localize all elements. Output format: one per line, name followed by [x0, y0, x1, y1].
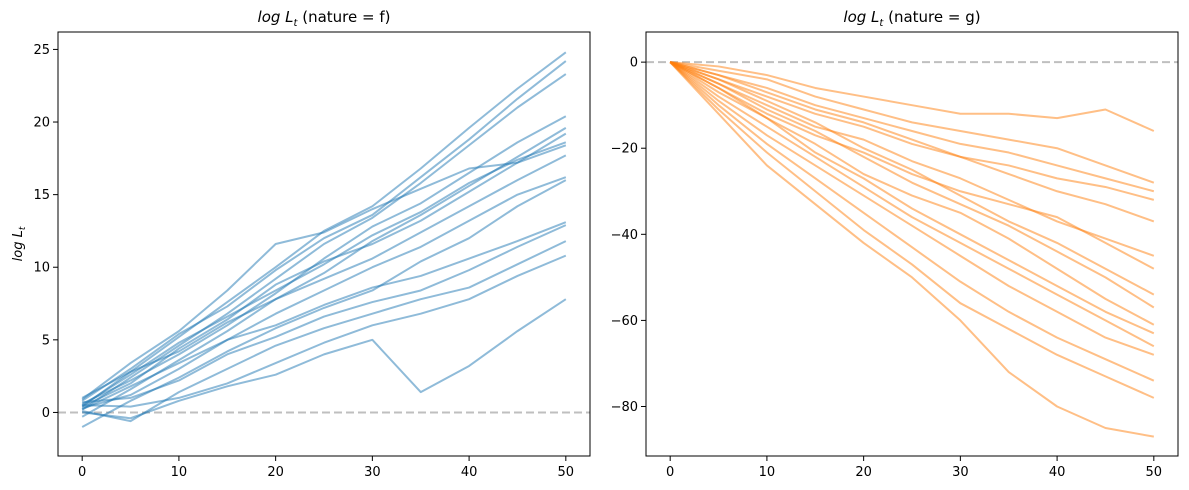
- series-line-f-3: [81, 115, 567, 405]
- series-line-g-2: [669, 61, 1155, 193]
- series-line-g-5: [669, 61, 1155, 257]
- series-line-f-14: [81, 132, 567, 408]
- x-tick-label: 30: [952, 465, 969, 480]
- series-line-f-2: [81, 73, 567, 411]
- y-axis-label-f: log Lt: [11, 226, 28, 261]
- x-tick-label: 40: [461, 465, 478, 480]
- y-tick-label: 15: [33, 188, 50, 203]
- y-tick-label: −20: [611, 142, 638, 157]
- panel-nature-f: 0 10 20 30 40 50 0 5 10 15 20 25 log Lt (nature = …: [11, 8, 591, 480]
- series-layer-g: [669, 61, 1155, 438]
- series-line-g-1: [670, 61, 1155, 184]
- series-line-f-15: [81, 144, 567, 401]
- x-tick-label: 40: [1049, 465, 1066, 480]
- y-tick-label: 10: [33, 261, 50, 276]
- series-line-f-10: [82, 224, 567, 404]
- series-line-f-0: [81, 51, 567, 408]
- y-tick-label: −60: [611, 314, 638, 329]
- x-tick-label: 0: [78, 465, 86, 480]
- series-line-g-9: [669, 61, 1155, 326]
- x-tick-label: 10: [171, 465, 188, 480]
- y-tick-label: −80: [611, 400, 638, 415]
- series-line-g-6: [669, 61, 1155, 270]
- series-line-g-4: [669, 61, 1155, 223]
- y-ticks-f: 0 5 10 15 20 25: [33, 43, 58, 421]
- x-tick-label: 20: [855, 465, 872, 480]
- series-layer-f: [81, 51, 567, 428]
- series-line-g-11: [669, 61, 1155, 348]
- series-line-f-6: [81, 154, 567, 399]
- series-line-g-10: [669, 61, 1155, 335]
- series-line-f-12: [82, 254, 567, 408]
- x-tick-label: 50: [558, 465, 575, 480]
- series-line-g-15: [669, 61, 1154, 438]
- series-line-g-3: [669, 61, 1155, 201]
- x-tick-label: 50: [1146, 465, 1163, 480]
- series-line-f-5: [81, 141, 567, 407]
- chart-title-g: log Lt (nature = g): [843, 8, 980, 29]
- y-tick-label: 25: [33, 43, 50, 58]
- panel-nature-g: 0 10 20 30 40 50 0 −20 −40 −60 −80 log Lt (nature…: [611, 8, 1179, 480]
- y-tick-label: −40: [611, 228, 638, 243]
- x-tick-label: 0: [666, 465, 674, 480]
- plot-area-g: [646, 32, 1178, 456]
- series-line-f-1: [81, 60, 567, 402]
- chart-title-f: log Lt (nature = f): [258, 8, 391, 29]
- series-line-f-13: [82, 298, 567, 420]
- series-line-g-13: [669, 61, 1155, 382]
- y-ticks-g: 0 −20 −40 −60 −80: [611, 56, 646, 415]
- series-line-g-12: [669, 61, 1155, 356]
- x-ticks-f: 0 10 20 30 40 50: [78, 456, 574, 480]
- x-ticks-g: 0 10 20 30 40 50: [666, 456, 1162, 480]
- y-tick-label: 0: [42, 406, 50, 421]
- x-tick-label: 30: [364, 465, 381, 480]
- plot-frame-f: [57, 31, 591, 457]
- series-line-g-8: [669, 61, 1155, 309]
- plot-frame-g: [645, 31, 1179, 457]
- series-line-g-0: [670, 61, 1155, 132]
- series-line-g-7: [669, 61, 1155, 296]
- y-tick-label: 5: [42, 333, 50, 348]
- x-tick-label: 10: [759, 465, 776, 480]
- y-tick-label: 0: [630, 56, 638, 71]
- y-tick-label: 20: [33, 116, 50, 131]
- series-line-f-7: [81, 176, 567, 410]
- series-line-g-14: [669, 61, 1155, 399]
- x-tick-label: 20: [267, 465, 284, 480]
- series-line-f-9: [81, 221, 567, 411]
